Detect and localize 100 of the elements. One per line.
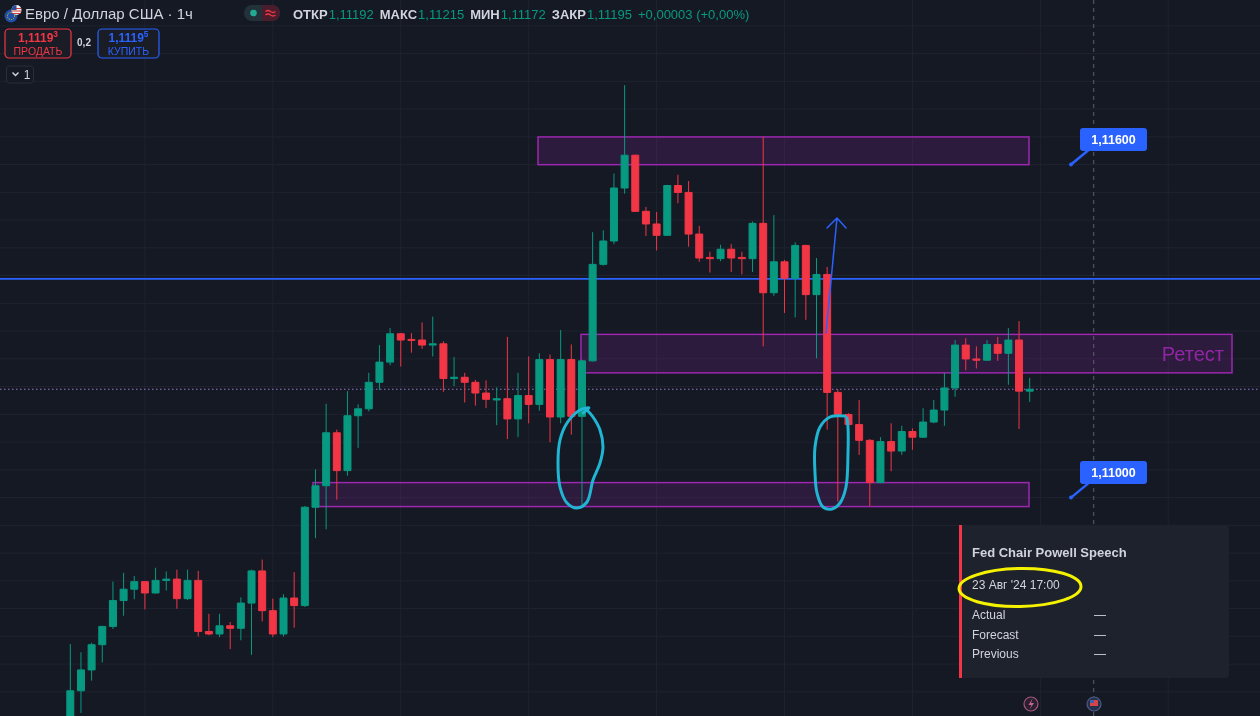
candlestick <box>631 154 640 213</box>
text: 1,11192 <box>328 7 374 22</box>
candlestick <box>76 651 85 714</box>
candlestick <box>609 173 618 245</box>
text: 1,1119$^{5}$ <box>108 29 149 45</box>
candlestick <box>247 569 256 656</box>
candlestick <box>322 403 331 530</box>
candlestick <box>258 559 267 622</box>
candlestick <box>354 403 363 449</box>
annotation: 1,11600 <box>1091 133 1136 147</box>
candlestick <box>226 621 235 650</box>
annotation: 1,11000 <box>1091 466 1136 481</box>
candlestick <box>524 355 533 424</box>
candlestick <box>172 569 181 610</box>
candlestick <box>908 427 917 451</box>
text: ЗАКР <box>551 7 587 22</box>
candlestick <box>407 332 416 354</box>
candlestick <box>300 505 309 608</box>
candlestick <box>268 598 277 638</box>
candlestick <box>727 243 736 273</box>
candlestick <box>951 339 960 398</box>
candlestick <box>897 425 906 456</box>
text: +0,00003 (+0,00%) <box>637 7 750 22</box>
candlestick <box>535 352 544 412</box>
candlestick <box>876 436 885 484</box>
candlestick <box>801 244 810 321</box>
candlestick <box>514 372 523 438</box>
candlestick <box>993 336 1002 362</box>
text: 1,11215 <box>418 7 465 22</box>
candlestick <box>1004 327 1013 386</box>
candlestick <box>652 211 661 251</box>
candlestick <box>290 571 299 629</box>
candlestick <box>119 572 128 617</box>
text: КУПИТЬ <box>107 45 150 57</box>
candlestick <box>1025 377 1034 403</box>
candlestick <box>919 407 928 439</box>
annotation: Previous <box>972 647 1019 661</box>
text: 1,1119$^{3}$ <box>17 29 59 45</box>
annotation: Actual <box>972 608 1006 622</box>
candlestick <box>215 613 224 638</box>
candlestick <box>673 174 682 204</box>
candlestick <box>769 214 778 297</box>
candlestick <box>663 184 672 237</box>
candlestick <box>183 569 192 601</box>
text: 1,11172 <box>500 7 546 22</box>
candlestick <box>865 438 874 507</box>
candlestick <box>577 359 586 506</box>
candlestick <box>482 379 491 409</box>
candlestick <box>546 354 554 443</box>
text: 1,11195 <box>586 7 632 22</box>
candlestick <box>439 340 448 393</box>
candlestick <box>311 468 320 539</box>
candlestick <box>1015 320 1024 430</box>
candlestick <box>236 596 245 641</box>
candlestick <box>332 429 341 501</box>
candlestick <box>87 642 96 682</box>
candlestick <box>418 321 427 350</box>
candlestick <box>428 316 437 357</box>
candlestick <box>833 388 842 503</box>
candlestick <box>140 580 149 610</box>
candlestick <box>386 327 395 366</box>
text: 0,2 <box>77 37 92 48</box>
candlestick <box>375 344 384 391</box>
candlestick <box>567 343 576 436</box>
candlestick <box>855 399 864 456</box>
candlestick <box>641 206 650 237</box>
annotation: Fed Chair Powell Speech <box>972 545 1127 560</box>
candlestick <box>929 399 938 424</box>
candlestick <box>503 336 512 440</box>
candlestick <box>961 337 970 371</box>
candlestick <box>695 225 704 263</box>
candlestick <box>716 244 725 262</box>
candlestick <box>556 329 565 424</box>
candlestick <box>343 390 352 477</box>
candlestick <box>364 372 373 412</box>
candlestick <box>887 422 896 472</box>
chart-title: Евро / Доллар США · 1ч <box>25 5 193 22</box>
candlestick <box>204 613 213 636</box>
text: ПРОДАТЬ <box>13 45 63 57</box>
annotation: — <box>1094 647 1106 661</box>
candlestick <box>791 241 800 318</box>
candlestick <box>684 180 693 248</box>
candlestick <box>130 575 139 600</box>
candlestick <box>151 567 160 595</box>
candlestick <box>450 356 459 387</box>
candlestick <box>471 379 480 407</box>
candlestick <box>705 251 714 274</box>
candlestick <box>748 220 757 273</box>
candlestick <box>812 257 821 359</box>
text: ОТКР <box>293 7 328 22</box>
candlestick <box>780 259 789 314</box>
candlestick <box>759 136 768 347</box>
candlestick <box>396 332 405 368</box>
candlestick <box>972 345 981 369</box>
candlestick <box>599 229 608 267</box>
annotation: Forecast <box>972 628 1020 642</box>
text: МИН <box>470 7 500 22</box>
candlestick <box>194 570 203 638</box>
candlestick <box>940 372 949 427</box>
text: 1 <box>23 68 31 82</box>
